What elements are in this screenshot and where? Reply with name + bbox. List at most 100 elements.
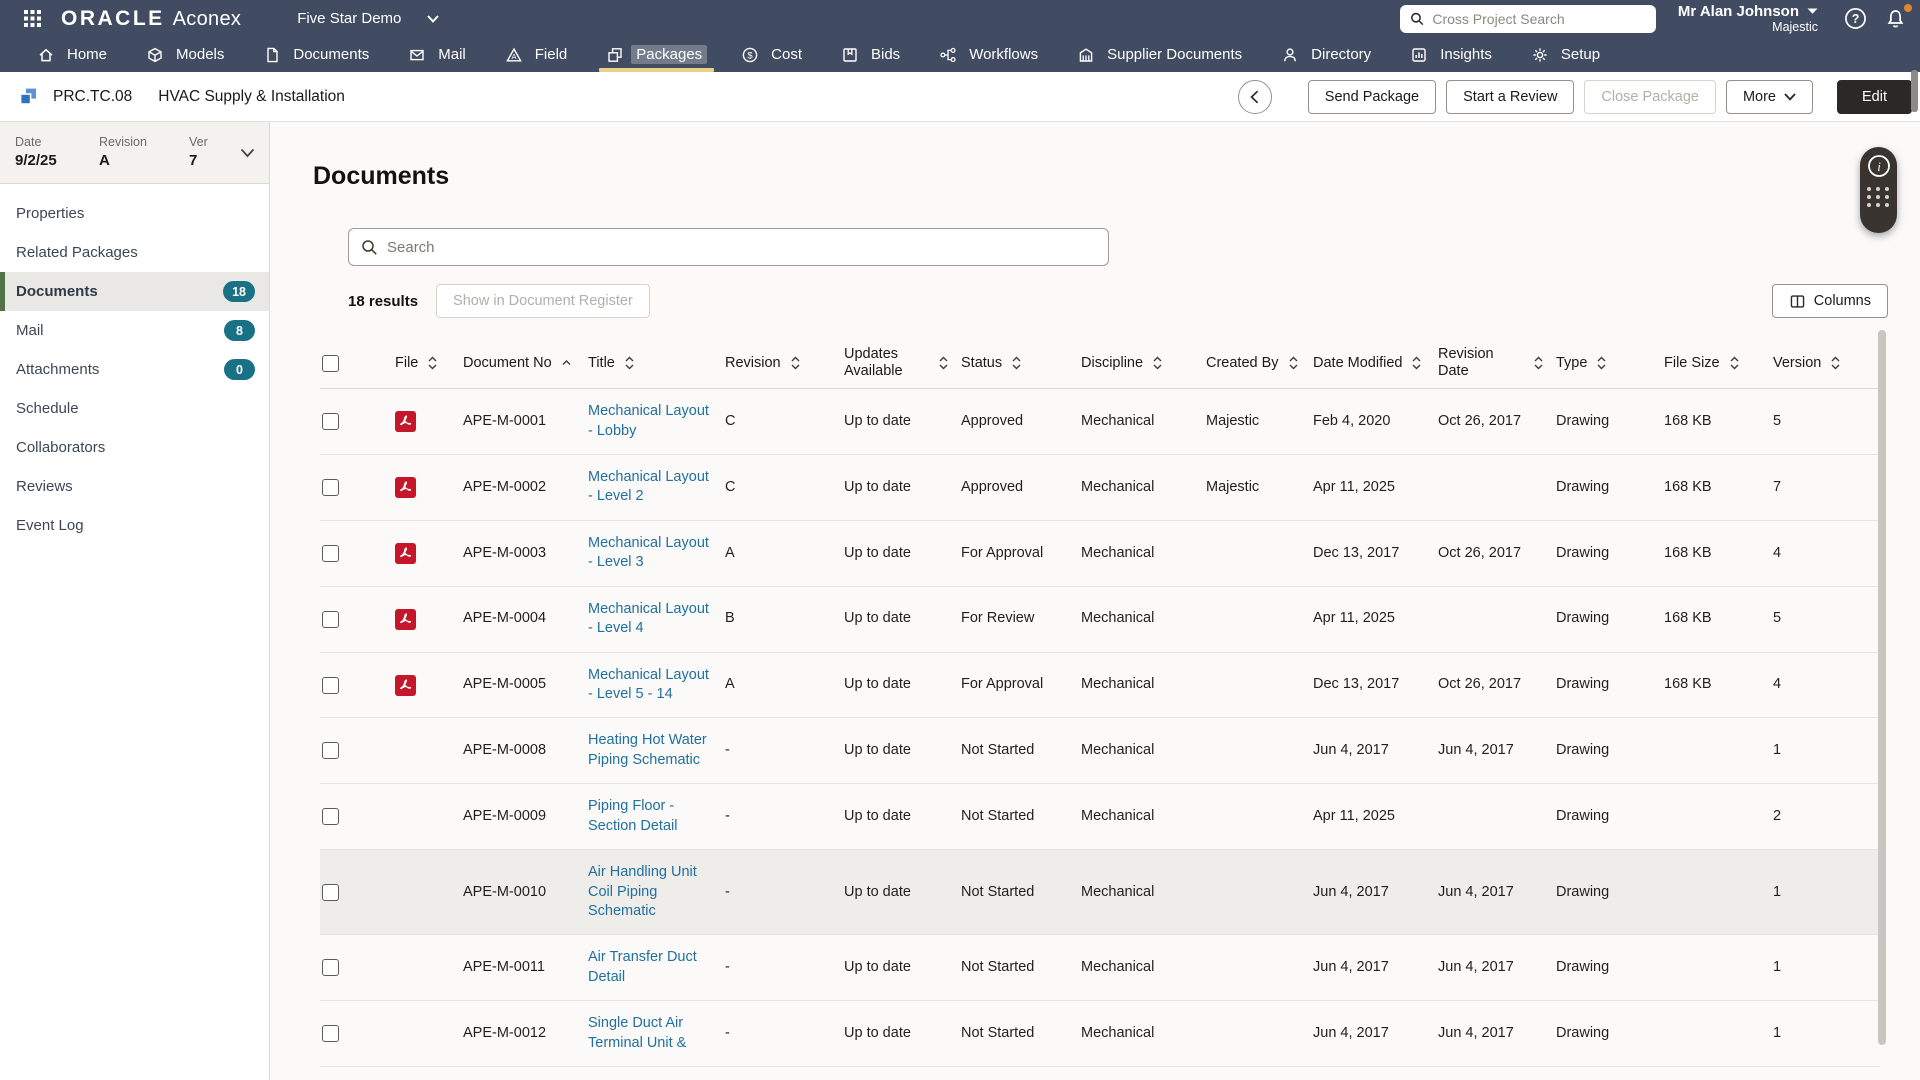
- more-button[interactable]: More: [1725, 79, 1813, 114]
- document-title-link[interactable]: Mechanical Layout - Level 4: [588, 600, 709, 637]
- table-row[interactable]: APE-M-0002 Mechanical Layout - Level 2 C Up…: [320, 455, 1880, 521]
- user-menu[interactable]: Mr Alan Johnson Majestic: [1678, 3, 1818, 35]
- documents-search-input[interactable]: [387, 238, 1096, 256]
- document-title-link[interactable]: Air Handling Unit Coil Piping Schematic: [588, 864, 697, 919]
- row-checkbox[interactable]: [322, 808, 339, 826]
- sidebar-item-reviews[interactable]: Reviews: [16, 478, 73, 495]
- table-row[interactable]: APE-M-0010 Air Handling Unit Coil Piping …: [320, 850, 1880, 936]
- edit-button[interactable]: Edit: [1837, 79, 1912, 114]
- nav-cost[interactable]: $ Cost: [724, 37, 824, 72]
- column-header-version[interactable]: Version: [1773, 338, 1886, 388]
- help-icon[interactable]: ?: [1844, 7, 1867, 30]
- table-row[interactable]: APE-M-0004 Mechanical Layout - Level 4 B Up…: [320, 587, 1880, 653]
- nav-workflows[interactable]: Workflows: [922, 37, 1060, 72]
- project-selector[interactable]: Five Star Demo: [297, 10, 440, 27]
- column-header-revision[interactable]: Revision: [725, 338, 844, 388]
- nav-field[interactable]: A Field: [488, 37, 590, 72]
- nav-insights[interactable]: Insights: [1393, 37, 1514, 72]
- column-header-revision_date[interactable]: Revision Date: [1438, 338, 1556, 388]
- notifications-bell-icon[interactable]: [1885, 3, 1912, 30]
- pdf-file-icon[interactable]: [395, 674, 416, 696]
- meta-expand-chevron-icon[interactable]: [240, 148, 255, 158]
- nav-models[interactable]: Models: [129, 37, 246, 72]
- column-header-doc_no[interactable]: Document No: [463, 338, 588, 388]
- sidebar-item-attachments[interactable]: Attachments 0: [0, 350, 269, 389]
- row-checkbox[interactable]: [322, 610, 339, 628]
- table-row[interactable]: APE-M-0012 Single Duct Air Terminal Unit …: [320, 1001, 1880, 1068]
- row-checkbox[interactable]: [322, 413, 339, 431]
- sidebar-item-event-log[interactable]: Event Log: [16, 517, 84, 534]
- pdf-file-icon[interactable]: [395, 608, 416, 630]
- sidebar-item-documents[interactable]: Documents 18: [0, 272, 269, 311]
- row-checkbox[interactable]: [322, 676, 339, 694]
- nav-home[interactable]: Home: [20, 37, 129, 72]
- document-title-link[interactable]: Piping Floor - Section Detail: [588, 798, 678, 834]
- table-row[interactable]: APE-M-0005 Mechanical Layout - Level 5 - …: [320, 653, 1880, 719]
- nav-packages[interactable]: Packages: [589, 37, 724, 72]
- table-row[interactable]: APE-M-0001 Mechanical Layout - Lobby C Up t…: [320, 389, 1880, 456]
- pdf-file-icon[interactable]: [395, 542, 416, 564]
- cell-date_modified: Dec 13, 2017: [1313, 676, 1400, 693]
- nav-bids[interactable]: Bids: [824, 37, 922, 72]
- nav-setup[interactable]: Setup: [1514, 37, 1622, 72]
- document-title-link[interactable]: Mechanical Layout - Level 5 - 14: [588, 666, 709, 703]
- column-header-date_modified[interactable]: Date Modified: [1313, 338, 1438, 388]
- documents-search[interactable]: [348, 228, 1109, 266]
- cell-revision_date: [1438, 474, 1556, 500]
- sidebar-item-properties[interactable]: Properties: [16, 205, 85, 222]
- nav-supplier-documents[interactable]: Supplier Documents: [1060, 37, 1264, 72]
- cell-doc_no: APE-M-0004: [463, 610, 547, 627]
- row-checkbox[interactable]: [322, 478, 339, 496]
- column-header-status[interactable]: Status: [961, 338, 1081, 388]
- columns-button[interactable]: Columns: [1771, 284, 1888, 318]
- column-header-file_size[interactable]: File Size: [1664, 338, 1773, 388]
- widget-grid-dots-icon[interactable]: [1867, 187, 1890, 207]
- document-title-link[interactable]: Air Transfer Duct Detail: [588, 949, 697, 985]
- sidebar-item-related-packages[interactable]: Related Packages: [16, 244, 138, 261]
- column-header-discipline[interactable]: Discipline: [1081, 338, 1206, 388]
- cell-revision: C: [725, 412, 736, 429]
- document-title-link[interactable]: Single Duct Air Terminal Unit &: [588, 1015, 687, 1051]
- sidebar-item-collaborators[interactable]: Collaborators: [16, 439, 106, 456]
- nav-mail[interactable]: Mail: [391, 37, 488, 72]
- document-title-link[interactable]: Mechanical Layout - Level 3: [588, 534, 709, 571]
- cell-created_by: [1206, 879, 1313, 905]
- column-header-title[interactable]: Title: [588, 338, 725, 388]
- row-checkbox[interactable]: [322, 883, 339, 901]
- table-row[interactable]: APE-M-0003 Mechanical Layout - Level 3 A Up…: [320, 521, 1880, 587]
- table-row[interactable]: APE-M-0008 Heating Hot Water Piping Schem…: [320, 718, 1880, 785]
- cell-revision_date: Oct 26, 2017: [1438, 676, 1522, 693]
- pdf-file-icon[interactable]: [395, 476, 416, 498]
- cell-revision: B: [725, 610, 735, 627]
- nav-documents[interactable]: Documents: [246, 37, 391, 72]
- cell-file_size: [1664, 738, 1773, 764]
- table-row[interactable]: APE-M-0011 Air Transfer Duct Detail - Up to…: [320, 935, 1880, 1002]
- column-header-updates[interactable]: Updates Available: [844, 338, 961, 388]
- cell-file_size: [1664, 879, 1773, 905]
- row-checkbox[interactable]: [322, 959, 339, 977]
- sidebar-item-schedule[interactable]: Schedule: [16, 400, 79, 417]
- column-header-type[interactable]: Type: [1556, 338, 1664, 388]
- document-title-link[interactable]: Heating Hot Water Piping Schematic: [588, 732, 707, 768]
- table-scrollbar[interactable]: [1878, 330, 1886, 1045]
- send-package-button[interactable]: Send Package: [1307, 79, 1437, 114]
- nav-directory[interactable]: Directory: [1264, 37, 1393, 72]
- column-header-file[interactable]: File: [395, 338, 463, 388]
- table-row[interactable]: APE-M-0009 Piping Floor - Section Detail -…: [320, 784, 1880, 851]
- cross-project-search[interactable]: [1399, 4, 1656, 33]
- info-icon[interactable]: i: [1866, 153, 1892, 179]
- row-checkbox[interactable]: [322, 544, 339, 562]
- row-checkbox[interactable]: [322, 742, 339, 760]
- cross-project-search-input[interactable]: [1432, 10, 1646, 27]
- document-title-link[interactable]: Mechanical Layout - Lobby: [588, 403, 709, 439]
- app-launcher-grid-icon[interactable]: [24, 10, 41, 27]
- column-header-created_by[interactable]: Created By: [1206, 338, 1313, 388]
- select-all-checkbox[interactable]: [322, 354, 339, 372]
- back-button[interactable]: [1237, 79, 1272, 114]
- row-checkbox[interactable]: [322, 1025, 339, 1043]
- sidebar-item-mail[interactable]: Mail 8: [0, 311, 269, 350]
- start-review-button[interactable]: Start a Review: [1446, 79, 1575, 114]
- page-scrollbar[interactable]: [1911, 70, 1918, 112]
- document-title-link[interactable]: Mechanical Layout - Level 2: [588, 469, 709, 505]
- pdf-file-icon[interactable]: [395, 411, 416, 433]
